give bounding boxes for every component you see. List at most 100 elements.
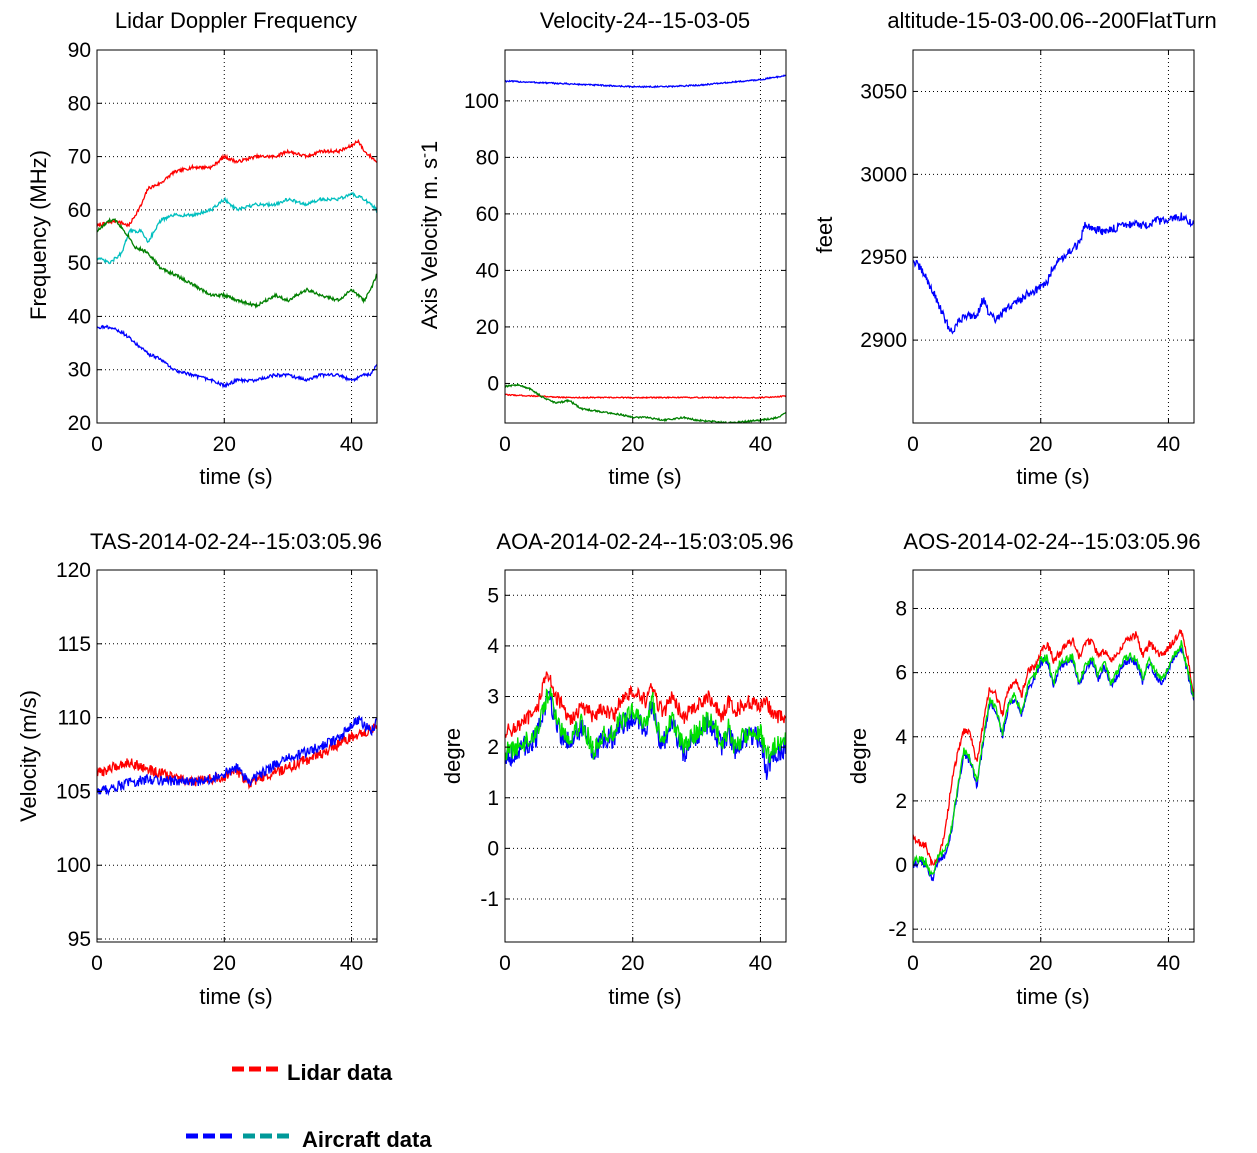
plot-area <box>97 570 377 942</box>
x-tick-label: 0 <box>499 952 511 975</box>
panel-axis-velocity: Velocity-24--15-03-05 time (s) Axis Velo… <box>416 8 787 489</box>
series-line-0 <box>913 629 1194 866</box>
plot-area <box>913 570 1194 942</box>
series-line-3 <box>97 324 377 389</box>
y-axis-label: feet <box>812 217 837 254</box>
series-line-2 <box>505 382 786 423</box>
y-tick-label: 2900 <box>860 329 907 352</box>
y-tick-label: 110 <box>58 707 91 730</box>
y-tick-label: 50 <box>68 252 91 275</box>
y-tick-label: 40 <box>476 259 499 282</box>
series-line-0 <box>913 212 1194 335</box>
y-tick-label: 60 <box>476 203 499 226</box>
y-tick-label: 8 <box>895 597 907 620</box>
panel-title: AOA-2014-02-24--15:03:05.96 <box>496 529 793 554</box>
axes-frame <box>912 569 1195 943</box>
x-axis-label: time (s) <box>199 464 272 489</box>
series-line-2 <box>913 640 1194 877</box>
x-tick-label: 0 <box>499 433 511 456</box>
x-tick-label: 20 <box>621 433 644 456</box>
panel-title: AOS-2014-02-24--15:03:05.96 <box>903 529 1200 554</box>
panel-lidar-doppler-frequency: Lidar Doppler Frequency time (s) Frequen… <box>26 8 378 489</box>
legend-lidar-label: Lidar data <box>287 1060 393 1085</box>
y-tick-label: 6 <box>895 662 907 685</box>
y-tick-label: 2 <box>895 790 907 813</box>
x-axis-label: time (s) <box>199 984 272 1009</box>
axes-frame <box>96 49 378 424</box>
x-tick-label: 40 <box>749 433 772 456</box>
axes-frame <box>96 569 378 943</box>
y-axis-label: degre <box>846 728 871 784</box>
series-line-1 <box>505 690 786 780</box>
x-tick-label: 20 <box>1029 433 1052 456</box>
x-axis-label: time (s) <box>608 984 681 1009</box>
panel-aoa: AOA-2014-02-24--15:03:05.96 time (s) deg… <box>440 529 794 1009</box>
y-tick-label: 30 <box>68 359 91 382</box>
x-tick-label: 20 <box>621 952 644 975</box>
plot-area <box>505 570 786 942</box>
panel-tas: TAS-2014-02-24--15:03:05.96 time (s) Vel… <box>16 529 382 1009</box>
x-tick-label: 0 <box>907 952 919 975</box>
series-line-1 <box>505 393 786 400</box>
axes-frame <box>504 569 787 943</box>
axes-frame <box>504 49 787 424</box>
y-tick-label: 100 <box>56 854 91 877</box>
y-tick-label: 0 <box>895 854 907 877</box>
y-tick-label: 100 <box>464 90 499 113</box>
y-tick-label: 3050 <box>860 80 907 103</box>
plot-area <box>913 50 1194 423</box>
x-tick-label: 40 <box>340 952 363 975</box>
y-tick-label: 5 <box>487 584 499 607</box>
plot-area <box>97 50 377 423</box>
y-tick-label: 3 <box>487 686 499 709</box>
axes-frame <box>912 49 1195 424</box>
x-tick-label: 0 <box>91 433 103 456</box>
x-axis-label: time (s) <box>1016 984 1089 1009</box>
x-tick-label: 0 <box>91 952 103 975</box>
y-tick-label: 105 <box>56 780 91 803</box>
series-line-0 <box>505 74 786 89</box>
y-axis-label: Axis Velocity m. s-1 <box>416 141 443 329</box>
x-axis-label: time (s) <box>1016 464 1089 489</box>
y-tick-label: 20 <box>476 316 499 339</box>
y-tick-label: 60 <box>68 199 91 222</box>
panel-title: Velocity-24--15-03-05 <box>540 8 750 33</box>
y-tick-label: 115 <box>58 633 91 656</box>
y-tick-label: 4 <box>487 635 499 658</box>
y-axis-label: degre <box>440 728 465 784</box>
x-tick-label: 20 <box>1029 952 1052 975</box>
series-line-0 <box>97 138 377 228</box>
x-tick-label: 20 <box>213 433 236 456</box>
y-tick-label: -1 <box>480 888 499 911</box>
panel-altitude: altitude-15-03-00.06--200FlatTurn time (… <box>812 8 1217 489</box>
y-tick-label: 120 <box>56 559 91 582</box>
panel-title: TAS-2014-02-24--15:03:05.96 <box>90 529 382 554</box>
y-tick-label: 80 <box>68 92 91 115</box>
x-tick-label: 40 <box>1157 433 1180 456</box>
panel-title: Lidar Doppler Frequency <box>115 8 357 33</box>
y-tick-label: 70 <box>68 146 91 169</box>
plot-area <box>505 50 786 423</box>
series-line-2 <box>97 217 377 310</box>
y-tick-label: 3000 <box>860 163 907 186</box>
y-tick-label: 0 <box>487 837 499 860</box>
y-tick-label: -2 <box>888 918 907 941</box>
legend-aircraft-label: Aircraft data <box>302 1127 432 1152</box>
x-tick-label: 0 <box>907 433 919 456</box>
y-tick-label: 20 <box>68 412 91 435</box>
series-line-1 <box>97 715 377 797</box>
x-tick-label: 40 <box>1157 952 1180 975</box>
y-tick-label: 90 <box>68 39 91 62</box>
y-tick-label: 0 <box>487 372 499 395</box>
y-tick-label: 80 <box>476 146 499 169</box>
series-line-2 <box>505 687 786 764</box>
series-line-0 <box>505 671 786 738</box>
x-tick-label: 20 <box>213 952 236 975</box>
x-tick-label: 40 <box>340 433 363 456</box>
x-tick-label: 40 <box>749 952 772 975</box>
y-tick-label: 4 <box>895 726 907 749</box>
panel-aos: AOS-2014-02-24--15:03:05.96 time (s) deg… <box>846 529 1201 1009</box>
legend: Lidar data Aircraft data <box>186 1060 432 1152</box>
y-tick-label: 40 <box>68 305 91 328</box>
